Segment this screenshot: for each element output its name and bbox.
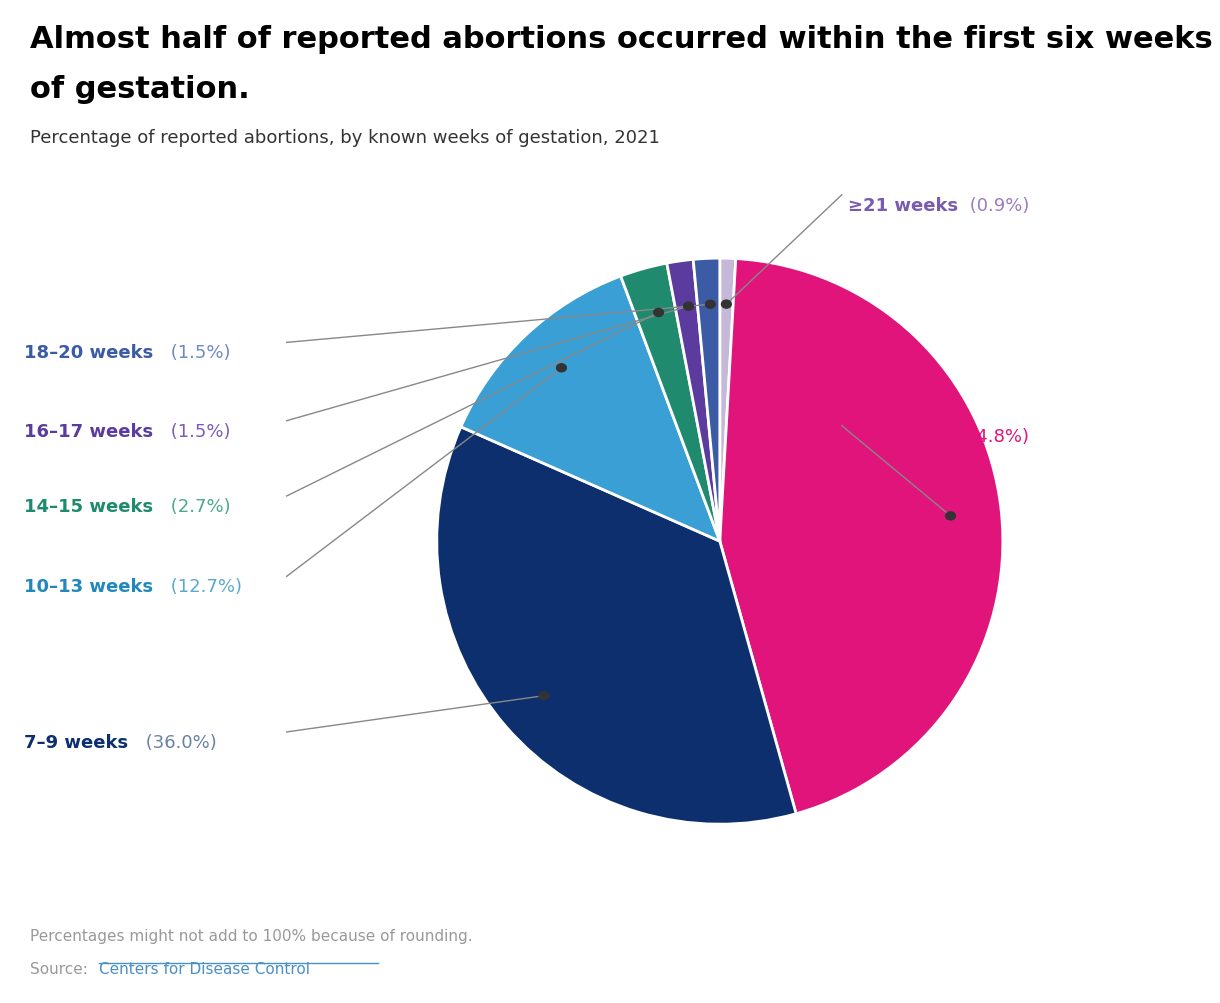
Text: (2.7%): (2.7%) xyxy=(165,497,231,516)
Text: (44.8%): (44.8%) xyxy=(952,427,1028,445)
Text: Centers for Disease Control: Centers for Disease Control xyxy=(99,961,310,976)
Text: ≤6 weeks: ≤6 weeks xyxy=(848,427,946,445)
Text: 16–17 weeks: 16–17 weeks xyxy=(24,422,154,440)
Wedge shape xyxy=(720,259,736,542)
Text: Source:: Source: xyxy=(30,961,93,976)
Wedge shape xyxy=(720,260,1003,813)
Wedge shape xyxy=(693,259,720,542)
Text: ≥21 weeks: ≥21 weeks xyxy=(848,197,958,215)
Wedge shape xyxy=(461,277,720,542)
Text: Percentages might not add to 100% because of rounding.: Percentages might not add to 100% becaus… xyxy=(30,928,473,943)
Text: 18–20 weeks: 18–20 weeks xyxy=(24,344,154,362)
Wedge shape xyxy=(667,260,720,542)
Wedge shape xyxy=(437,427,797,824)
Wedge shape xyxy=(621,264,720,542)
Text: 7–9 weeks: 7–9 weeks xyxy=(24,733,128,751)
Text: Almost half of reported abortions occurred within the first six weeks: Almost half of reported abortions occurr… xyxy=(30,25,1213,54)
Text: (36.0%): (36.0%) xyxy=(140,733,217,751)
Text: 10–13 weeks: 10–13 weeks xyxy=(24,578,154,596)
Text: 14–15 weeks: 14–15 weeks xyxy=(24,497,154,516)
Text: Percentage of reported abortions, by known weeks of gestation, 2021: Percentage of reported abortions, by kno… xyxy=(30,128,660,146)
Text: (1.5%): (1.5%) xyxy=(165,422,231,440)
Text: (0.9%): (0.9%) xyxy=(964,197,1030,215)
Text: of gestation.: of gestation. xyxy=(30,75,250,104)
Text: (1.5%): (1.5%) xyxy=(165,344,231,362)
Text: (12.7%): (12.7%) xyxy=(165,578,242,596)
